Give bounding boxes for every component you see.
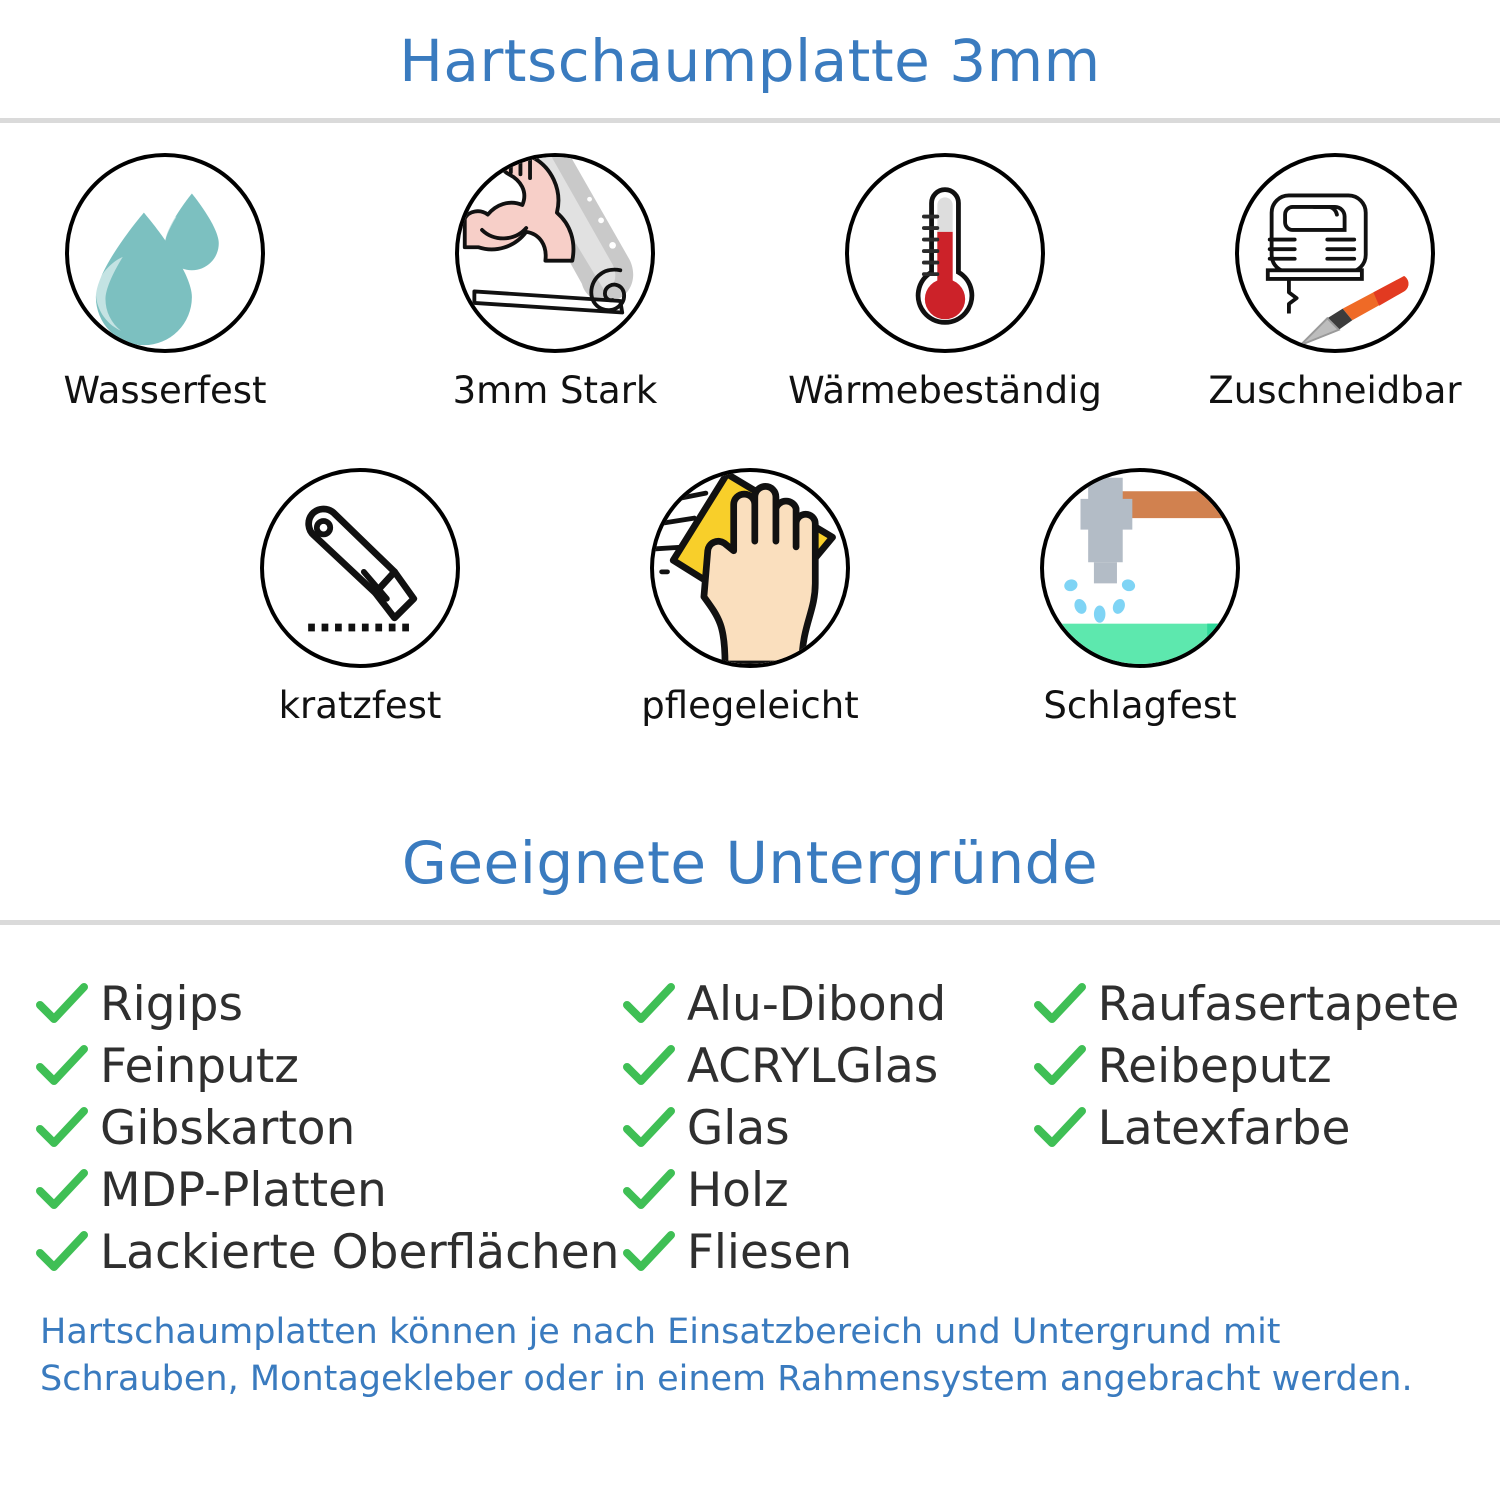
thermometer-icon (845, 153, 1045, 353)
water-drops-icon (65, 153, 265, 353)
list-item-label: Reibeputz (1097, 1038, 1332, 1094)
check-icon (1033, 1107, 1086, 1149)
feature-3mm-stark: 3mm Stark (405, 153, 705, 412)
checklist-column-2: Alu-Dibond ACRYLGlas Glas Holz (622, 973, 1034, 1283)
checklist-column-1: Rigips Feinputz Gibskarton MDP-Platten (36, 973, 623, 1283)
list-item: ACRYLGlas (622, 1035, 1034, 1097)
check-icon (36, 1169, 88, 1211)
list-item: Raufasertapete (1033, 973, 1464, 1035)
list-item: Fliesen (622, 1221, 1034, 1283)
page-title: Hartschaumplatte 3mm (399, 27, 1101, 95)
feature-pflegeleicht: pflegeleicht (600, 467, 900, 727)
feature-label: 3mm Stark (452, 369, 658, 412)
feature-zuschneidbar: Zuschneidbar (1185, 153, 1485, 412)
cutter-knife-scratch-icon (260, 467, 460, 668)
mounting-note-line-1: Hartschaumplatten können je nach Einsatz… (40, 1312, 1281, 1353)
list-item: Glas (622, 1097, 1034, 1159)
feature-waermebestaendig: Wärmebeständig (788, 153, 1102, 412)
list-item: Alu-Dibond (622, 973, 1034, 1035)
hand-with-cleaning-cloth-icon (650, 467, 850, 668)
list-item-label: Glas (686, 1100, 790, 1156)
list-item-label: Raufasertapete (1097, 976, 1460, 1032)
divider-bottom (0, 920, 1500, 926)
list-item: Latexfarbe (1033, 1097, 1464, 1159)
flexed-arm-strength-icon (455, 153, 655, 353)
mounting-note-line-2: Schrauben, Montagekleber oder in einem R… (40, 1358, 1413, 1399)
list-item: MDP-Platten (36, 1159, 623, 1221)
check-icon (622, 1169, 675, 1211)
feature-row-1: Wasserfest (0, 153, 1500, 412)
list-item-label: ACRYLGlas (686, 1038, 939, 1094)
check-icon (622, 983, 675, 1025)
check-icon (622, 1231, 675, 1273)
substrates-heading: Geeignete Untergründe (401, 829, 1099, 898)
substrate-checklist: Rigips Feinputz Gibskarton MDP-Platten (0, 925, 1500, 1283)
divider-top (0, 118, 1500, 123)
check-icon (36, 1045, 88, 1087)
feature-label: Schlagfest (1043, 683, 1237, 727)
list-item: Rigips (36, 973, 623, 1035)
check-icon (1033, 1045, 1086, 1087)
feature-kratzfest: kratzfest (210, 467, 510, 727)
check-icon (622, 1045, 675, 1087)
feature-label: Zuschneidbar (1208, 369, 1462, 412)
list-item-label: Rigips (100, 976, 243, 1032)
feature-label: Wärmebeständig (788, 369, 1102, 412)
list-item: Holz (622, 1159, 1034, 1221)
list-item-label: MDP-Platten (100, 1162, 387, 1218)
list-item: Gibskarton (36, 1097, 623, 1159)
hammer-impact-icon (1040, 467, 1240, 668)
feature-wasserfest: Wasserfest (15, 153, 315, 412)
list-item-label: Latexfarbe (1097, 1100, 1351, 1156)
list-item: Reibeputz (1033, 1035, 1464, 1097)
feature-label: pflegeleicht (641, 683, 859, 727)
list-item-label: Feinputz (100, 1038, 299, 1094)
list-item-label: Alu-Dibond (686, 976, 947, 1032)
checklist-column-3: Raufasertapete Reibeputz Latexfarbe (1033, 973, 1464, 1159)
list-item-label: Fliesen (686, 1224, 853, 1280)
list-item: Lackierte Oberflächen (36, 1221, 623, 1283)
list-item-label: Holz (686, 1162, 789, 1218)
list-item-label: Gibskarton (100, 1100, 356, 1156)
mounting-note: Hartschaumplatten können je nach Einsatz… (0, 1283, 1500, 1401)
feature-schlagfest: Schlagfest (990, 467, 1290, 727)
list-item: Feinputz (36, 1035, 623, 1097)
check-icon (36, 1231, 88, 1273)
feature-label: Wasserfest (63, 369, 267, 412)
jigsaw-and-cutter-knife-icon (1235, 153, 1435, 353)
check-icon (622, 1107, 675, 1149)
check-icon (36, 1107, 88, 1149)
feature-row-2: kratzfest (0, 467, 1500, 727)
list-item-label: Lackierte Oberflächen (100, 1224, 620, 1280)
check-icon (1033, 983, 1086, 1025)
check-icon (36, 983, 88, 1025)
feature-badges: Wasserfest (0, 123, 1500, 726)
feature-label: kratzfest (278, 683, 442, 727)
